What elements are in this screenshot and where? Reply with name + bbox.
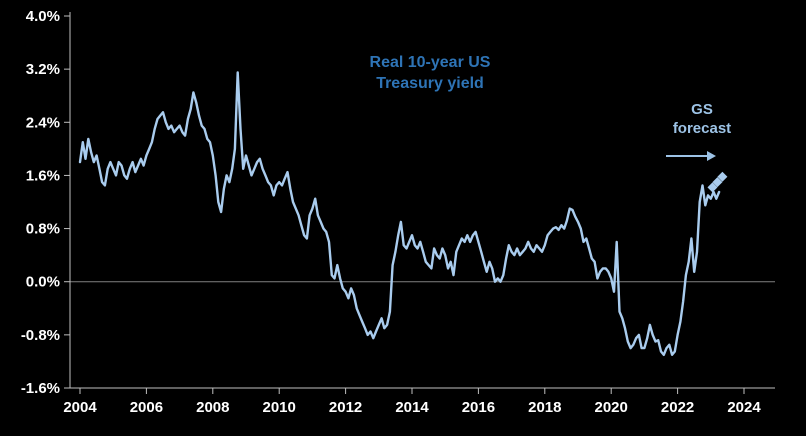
forecast-marker <box>712 177 723 188</box>
x-tick-label: 2006 <box>130 399 163 416</box>
x-tick-label: 2008 <box>196 399 229 416</box>
x-tick-label: 2012 <box>329 399 362 416</box>
chart-title-line2: Treasury yield <box>376 75 484 92</box>
forecast-marker <box>707 182 718 193</box>
y-tick-label: 0.8% <box>26 221 60 238</box>
forecast-annotation-line1: GS <box>691 101 713 118</box>
x-tick-label: 2004 <box>63 399 97 416</box>
y-tick-label: 4.0% <box>26 8 60 25</box>
chart-title-line1: Real 10-year US <box>369 54 491 71</box>
y-tick-label: -1.6% <box>21 380 60 397</box>
x-tick-label: 2024 <box>727 399 761 416</box>
x-tick-label: 2016 <box>462 399 495 416</box>
y-tick-label: 0.0% <box>26 274 60 291</box>
forecast-annotation-line2: forecast <box>672 120 732 137</box>
y-tick-label: 3.2% <box>26 61 60 78</box>
x-tick-label: 2020 <box>595 399 628 416</box>
x-tick-label: 2014 <box>395 399 429 416</box>
chart-title: Real 10-year US Treasury yield <box>320 52 540 94</box>
y-tick-label: 2.4% <box>26 114 60 131</box>
yield-line <box>78 71 721 356</box>
x-tick-label: 2022 <box>661 399 694 416</box>
forecast-arrow-head-icon <box>707 151 716 161</box>
x-tick-label: 2018 <box>528 399 561 416</box>
x-tick-label: 2010 <box>263 399 296 416</box>
forecast-marker <box>717 171 728 182</box>
forecast-annotation: GS forecast <box>648 100 756 138</box>
y-tick-label: -0.8% <box>21 327 60 344</box>
y-tick-label: 1.6% <box>26 167 60 184</box>
